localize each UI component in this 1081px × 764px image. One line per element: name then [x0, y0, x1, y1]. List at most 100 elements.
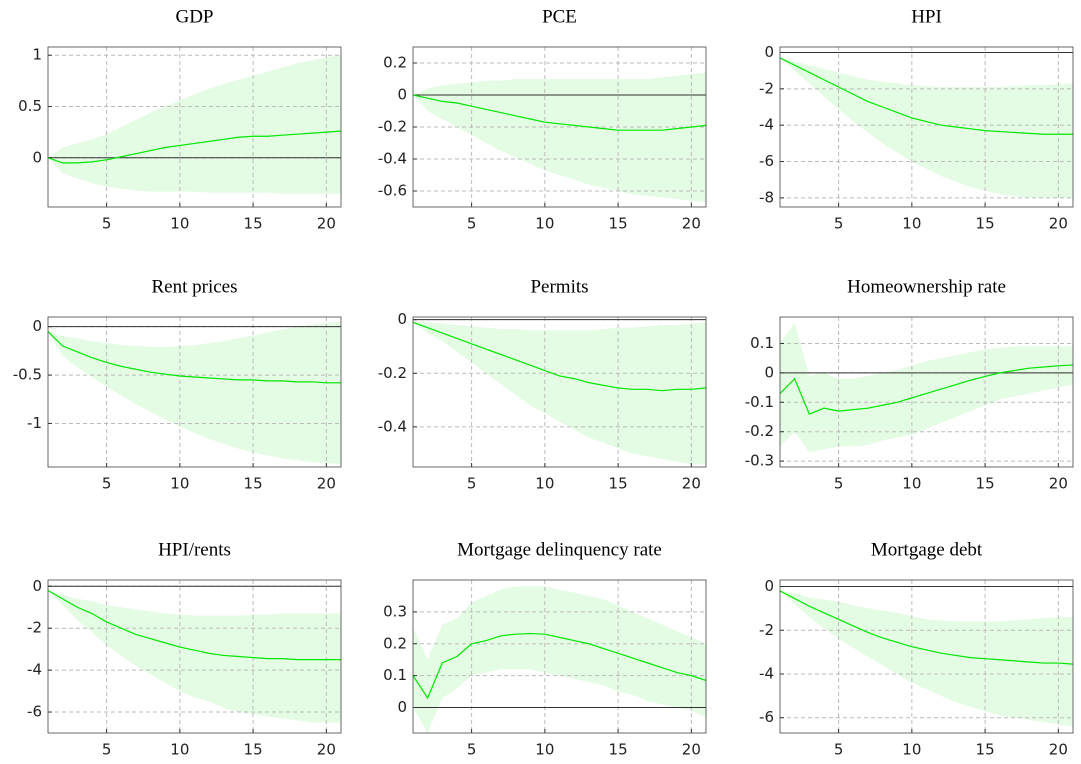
y-tick-label: 0 [397, 310, 407, 328]
y-tick-label: 0.1 [750, 334, 774, 352]
confidence-band [413, 72, 706, 203]
plot-frame [412, 579, 707, 734]
y-tick-label: 1 [32, 46, 42, 64]
y-tick-label: 0 [764, 363, 774, 381]
x-tick-label: 20 [317, 215, 336, 233]
x-tick-label: 5 [834, 475, 844, 493]
x-tick-label: 20 [317, 475, 336, 493]
x-tick-label: 15 [976, 741, 995, 759]
x-tick-label: 5 [102, 215, 112, 233]
panel-title: Rent prices [151, 276, 237, 297]
x-tick-label: 15 [976, 475, 995, 493]
plot-frame [779, 579, 1074, 734]
x-tick-label: 20 [1049, 215, 1068, 233]
y-tick-label: -0.3 [745, 452, 774, 470]
x-tick-label: 5 [834, 741, 844, 759]
x-tick-label: 5 [834, 215, 844, 233]
x-tick-label: 5 [467, 215, 477, 233]
x-tick-label: 15 [244, 475, 263, 493]
x-tick-label: 10 [170, 475, 189, 493]
confidence-band [780, 57, 1073, 198]
response-line [48, 130, 341, 164]
x-tick-label: 20 [682, 215, 701, 233]
y-tick-label: -0.4 [378, 417, 407, 435]
panel-title: Homeownership rate [847, 276, 1006, 297]
plot-frame [412, 316, 707, 468]
panel-title: Mortgage debt [871, 539, 983, 560]
response-line [48, 331, 341, 384]
y-tick-label: -2 [759, 79, 774, 97]
x-tick-label: 15 [609, 475, 628, 493]
panel-title: HPI/rents [158, 539, 231, 560]
response-line [48, 589, 341, 661]
confidence-band [780, 322, 1073, 453]
x-tick-label: 15 [244, 741, 263, 759]
x-tick-label: 5 [467, 741, 477, 759]
y-tick-label: -4 [759, 116, 774, 134]
y-tick-label: -4 [27, 661, 42, 679]
x-tick-label: 20 [317, 741, 336, 759]
x-tick-label: 5 [102, 475, 112, 493]
plot-frame [779, 316, 1074, 468]
x-tick-label: 10 [902, 475, 921, 493]
y-tick-label: -2 [759, 621, 774, 639]
confidence-band [48, 590, 341, 723]
y-tick-label: -0.4 [378, 150, 407, 168]
x-tick-label: 20 [1049, 475, 1068, 493]
y-tick-label: 0.3 [383, 602, 407, 620]
y-tick-label: -0.2 [378, 118, 407, 136]
x-tick-label: 20 [1049, 741, 1068, 759]
x-tick-label: 10 [535, 741, 554, 759]
confidence-band [780, 590, 1073, 727]
x-tick-label: 5 [467, 475, 477, 493]
response-line [413, 321, 706, 392]
y-tick-label: -0.2 [378, 364, 407, 382]
response-line [780, 590, 1073, 665]
panel-title: HPI [911, 6, 942, 27]
y-tick-label: 0 [397, 86, 407, 104]
plot-frame [47, 316, 342, 468]
y-tick-label: 0 [397, 698, 407, 716]
x-tick-label: 15 [244, 215, 263, 233]
panel-title: Mortgage delinquency rate [457, 539, 662, 560]
y-tick-label: 0.1 [383, 666, 407, 684]
y-tick-label: -1 [27, 414, 42, 432]
panel-title: GDP [175, 6, 213, 27]
confidence-band [48, 55, 341, 194]
plot-frame [412, 46, 707, 208]
panel-title: Permits [530, 276, 588, 297]
x-tick-label: 20 [682, 475, 701, 493]
response-line [780, 364, 1073, 415]
response-line [780, 57, 1073, 135]
x-tick-label: 10 [902, 215, 921, 233]
plot-frame [47, 46, 342, 208]
y-tick-label: 0.2 [383, 634, 407, 652]
y-tick-label: 0.2 [383, 54, 407, 72]
panel-title: PCE [542, 6, 577, 27]
y-tick-label: 0 [764, 577, 774, 595]
y-tick-label: -4 [759, 664, 774, 682]
plot-frame [779, 46, 1074, 208]
y-tick-label: -8 [759, 188, 774, 206]
x-tick-label: 10 [535, 215, 554, 233]
y-tick-label: -0.1 [745, 393, 774, 411]
y-tick-label: -0.6 [378, 182, 407, 200]
y-tick-label: 0.5 [18, 97, 42, 115]
y-tick-label: -6 [759, 708, 774, 726]
plot-frame [47, 579, 342, 734]
x-tick-label: 20 [682, 741, 701, 759]
x-tick-label: 10 [902, 741, 921, 759]
y-tick-label: 0 [32, 317, 42, 335]
y-tick-label: 0 [32, 148, 42, 166]
x-tick-label: 5 [102, 741, 112, 759]
x-tick-label: 15 [976, 215, 995, 233]
y-tick-label: -6 [27, 703, 42, 721]
y-tick-label: -6 [759, 152, 774, 170]
confidence-band [413, 586, 706, 733]
y-tick-label: -0.2 [745, 422, 774, 440]
y-tick-label: 0 [764, 43, 774, 61]
x-tick-label: 15 [609, 215, 628, 233]
y-tick-label: -0.5 [13, 366, 42, 384]
x-tick-label: 10 [535, 475, 554, 493]
